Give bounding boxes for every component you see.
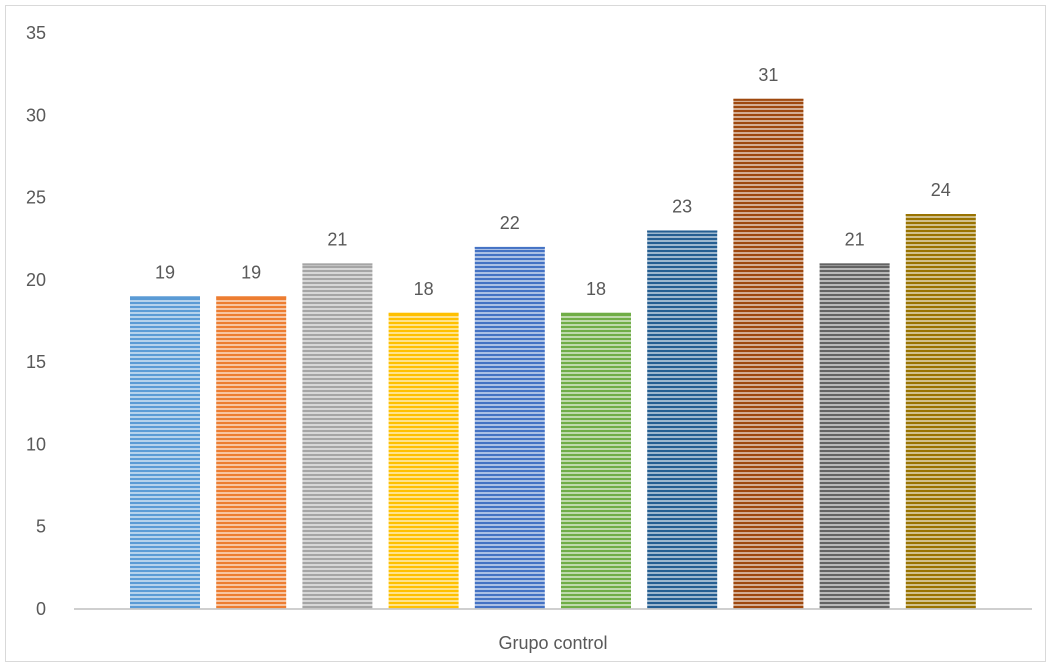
bar-top-edge: [130, 296, 200, 299]
bar-top-edge: [733, 98, 804, 101]
y-axis-ticks: 0 5 10 15 20 25 30 35: [26, 23, 46, 619]
bars: [130, 98, 976, 609]
bar: [647, 230, 718, 609]
y-tick-label: 25: [26, 188, 46, 208]
y-tick-label: 15: [26, 352, 46, 372]
y-tick-label: 10: [26, 434, 46, 454]
bar: [388, 312, 459, 609]
data-label: 22: [500, 213, 520, 233]
bar: [216, 296, 287, 609]
bar: [302, 263, 373, 609]
bar-top-edge: [474, 246, 545, 249]
chart-frame: 0 5 10 15 20 25 30 35 19 19 21 18 22 18 23 31 21 24 Grup…: [5, 5, 1046, 662]
bar-top-edge: [302, 263, 373, 266]
x-category-label: Grupo control: [498, 633, 607, 653]
data-label: 19: [241, 262, 261, 282]
bar-top-edge: [905, 214, 976, 217]
data-labels: 19 19 21 18 22 18 23 31 21 24: [155, 65, 951, 299]
bar: [733, 98, 804, 609]
bar-top-edge: [819, 263, 890, 266]
bar: [561, 312, 631, 609]
data-label: 31: [758, 65, 778, 85]
data-label: 18: [414, 279, 434, 299]
data-label: 23: [672, 196, 692, 216]
bar-top-edge: [561, 312, 631, 315]
y-tick-label: 35: [26, 23, 46, 43]
data-label: 24: [931, 180, 951, 200]
bar: [905, 214, 976, 609]
bar-top-edge: [388, 312, 459, 315]
bar: [130, 296, 200, 609]
bar-top-edge: [216, 296, 287, 299]
bar-chart: 0 5 10 15 20 25 30 35 19 19 21 18 22 18 23 31 21 24 Grup…: [26, 23, 1032, 653]
data-label: 19: [155, 262, 175, 282]
bar: [474, 246, 545, 609]
y-tick-label: 5: [36, 517, 46, 537]
data-label: 21: [327, 229, 347, 249]
y-tick-label: 0: [36, 599, 46, 619]
data-label: 21: [845, 229, 865, 249]
y-tick-label: 30: [26, 105, 46, 125]
bar: [819, 263, 890, 609]
y-tick-label: 20: [26, 270, 46, 290]
x-axis-categories: Grupo control: [498, 633, 607, 653]
data-label: 18: [586, 279, 606, 299]
bar-top-edge: [647, 230, 718, 233]
